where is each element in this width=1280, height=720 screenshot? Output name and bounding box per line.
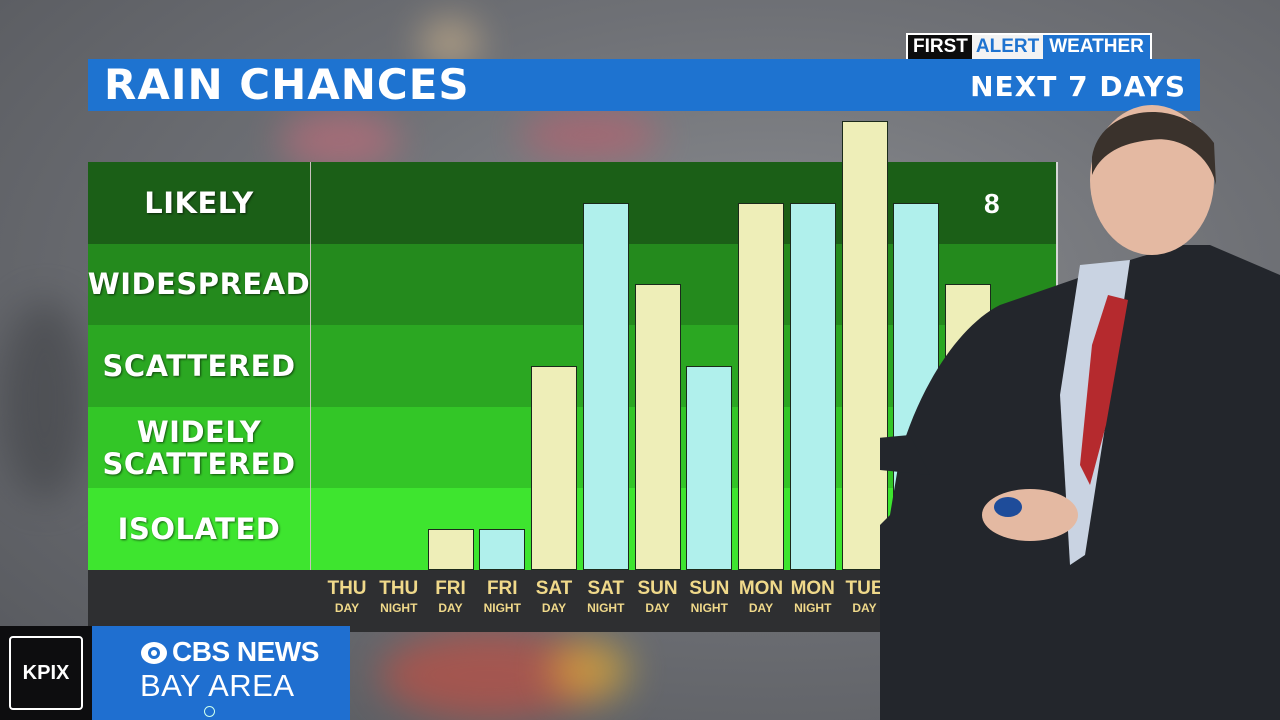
x-tick-day: SUN bbox=[689, 578, 730, 599]
x-tick-day: THU bbox=[379, 578, 419, 599]
bar-fri-day bbox=[427, 529, 474, 570]
background-bokeh bbox=[550, 640, 630, 700]
network-bug: CBS NEWS BAY AREA bbox=[92, 626, 350, 720]
label-divider bbox=[310, 162, 311, 632]
x-tick-day: SUN bbox=[637, 578, 678, 599]
bar-mon-night bbox=[789, 202, 836, 570]
x-tick-period: DAY bbox=[541, 601, 567, 615]
bar-sat-day bbox=[531, 366, 577, 570]
x-tick-label: THU DAY bbox=[322, 578, 372, 616]
x-tick-label: MON DAY bbox=[736, 578, 786, 616]
x-tick-period: DAY bbox=[438, 601, 463, 615]
chart-subtitle: NEXT 7 DAYS bbox=[970, 70, 1186, 103]
bar-tue-day bbox=[841, 121, 888, 570]
x-tick-day: FRI bbox=[435, 578, 466, 599]
y-level-label: SCATTERED bbox=[102, 348, 296, 383]
x-tick-label: SUN DAY bbox=[633, 578, 683, 616]
brand-alert: ALERT bbox=[971, 35, 1044, 60]
x-tick-label: SAT DAY bbox=[529, 578, 579, 616]
right-value-fragment: 8 bbox=[984, 188, 1000, 219]
background-bokeh bbox=[0, 300, 90, 500]
x-tick-period: NIGHT bbox=[794, 601, 832, 615]
background-bokeh bbox=[280, 110, 400, 170]
x-tick-day: MON bbox=[738, 578, 784, 599]
x-tick-label: MON NIGHT bbox=[788, 578, 838, 616]
x-tick-period: NIGHT bbox=[483, 601, 521, 615]
bar-sun-day bbox=[634, 284, 681, 570]
x-tick-day: MON bbox=[790, 578, 835, 599]
x-tick-day: SAT bbox=[587, 578, 625, 599]
bar-mon-day bbox=[738, 202, 784, 570]
page-indicator-icon bbox=[204, 706, 215, 717]
x-tick-label: TUE DAY bbox=[840, 578, 890, 616]
first-alert-weather-logo: FIRST ALERT WEATHER bbox=[906, 33, 1152, 62]
x-tick-day: TUE bbox=[845, 578, 884, 599]
cbs-eye-icon bbox=[141, 642, 167, 664]
x-tick-period: DAY bbox=[334, 601, 360, 615]
x-tick-period: NIGHT bbox=[380, 601, 418, 615]
y-level-label: WIDELY SCATTERED bbox=[102, 414, 296, 481]
x-tick-period: DAY bbox=[852, 601, 877, 615]
x-tick-day: SAT bbox=[535, 578, 573, 599]
station-logo: KPIX bbox=[0, 626, 92, 720]
network-region: BAY AREA bbox=[140, 668, 295, 703]
brand-first: FIRST bbox=[908, 35, 972, 60]
x-tick-day: THU bbox=[327, 578, 367, 599]
header-bar: RAIN CHANCES NEXT 7 DAYS bbox=[88, 59, 1200, 111]
y-level-label: WIDESPREAD bbox=[87, 267, 311, 302]
bar-fri-night bbox=[479, 529, 526, 570]
x-tick-label: THU NIGHT bbox=[374, 578, 424, 616]
x-tick-period: DAY bbox=[748, 601, 774, 615]
chart-title: RAIN CHANCES bbox=[104, 60, 470, 109]
y-level-label: LIKELY bbox=[144, 185, 254, 220]
network-name: CBS NEWS bbox=[172, 636, 319, 667]
presenter-silhouette bbox=[880, 105, 1280, 720]
x-tick-period: DAY bbox=[645, 601, 670, 615]
x-tick-day: FRI bbox=[486, 578, 518, 599]
brand-weather: WEATHER bbox=[1043, 35, 1150, 60]
x-tick-period: NIGHT bbox=[587, 601, 625, 615]
x-tick-label: SUN NIGHT bbox=[684, 578, 734, 616]
background-bokeh bbox=[520, 110, 660, 160]
x-tick-label: SAT NIGHT bbox=[581, 578, 631, 616]
x-tick-label: FRI NIGHT bbox=[477, 578, 527, 616]
bar-sat-night bbox=[582, 202, 629, 570]
x-tick-period: NIGHT bbox=[690, 601, 728, 615]
y-level-label: ISOLATED bbox=[117, 512, 281, 547]
station-call-sign: KPIX bbox=[9, 636, 83, 710]
bar-sun-night bbox=[686, 366, 733, 570]
x-tick-label: FRI DAY bbox=[426, 578, 476, 616]
